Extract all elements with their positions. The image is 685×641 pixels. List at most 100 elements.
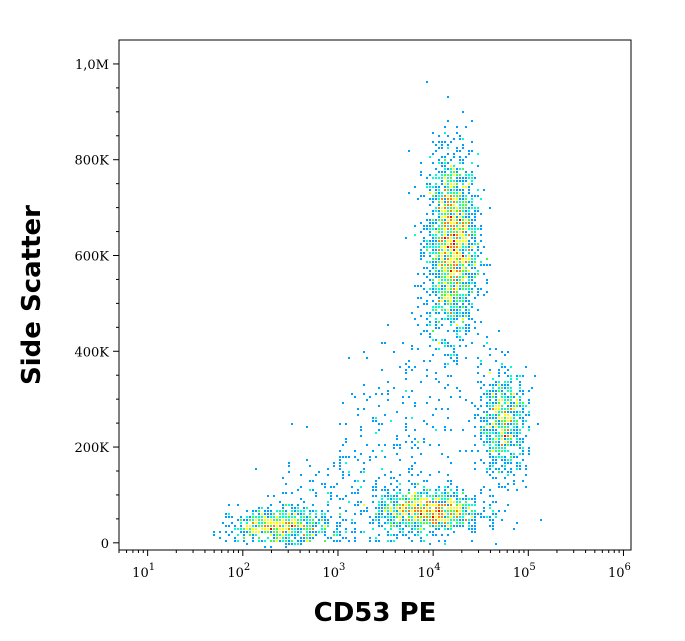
event-dot — [324, 519, 326, 521]
event-dot — [489, 432, 491, 434]
event-dot — [408, 396, 410, 398]
event-dot — [465, 186, 467, 188]
event-dot — [450, 234, 452, 236]
event-dot — [450, 249, 452, 251]
event-dot — [438, 297, 440, 299]
event-dot — [273, 522, 275, 524]
event-dot — [297, 522, 299, 524]
event-dot — [438, 279, 440, 281]
event-dot — [441, 453, 443, 455]
event-dot — [399, 522, 401, 524]
event-dot — [438, 243, 440, 245]
event-dot — [516, 393, 518, 395]
event-dot — [321, 516, 323, 518]
event-dot — [489, 519, 491, 521]
event-dot — [483, 411, 485, 413]
event-dot — [504, 372, 506, 374]
event-dot — [312, 519, 314, 521]
event-dot — [432, 195, 434, 197]
event-dot — [480, 264, 482, 266]
event-dot — [468, 279, 470, 281]
event-dot — [297, 540, 299, 542]
event-dot — [264, 531, 266, 533]
event-dot — [444, 504, 446, 506]
event-dot — [456, 498, 458, 500]
event-dot — [507, 429, 509, 431]
event-dot — [408, 435, 410, 437]
event-dot — [288, 513, 290, 515]
event-dot — [471, 174, 473, 176]
event-dot — [489, 264, 491, 266]
event-dot — [450, 177, 452, 179]
event-dot — [303, 519, 305, 521]
event-dot — [282, 504, 284, 506]
event-dot — [498, 384, 500, 386]
event-dot — [441, 162, 443, 164]
event-dot — [258, 531, 260, 533]
event-dot — [444, 516, 446, 518]
event-dot — [435, 276, 437, 278]
event-dot — [447, 522, 449, 524]
event-dot — [468, 174, 470, 176]
event-dot — [522, 375, 524, 377]
event-dot — [453, 288, 455, 290]
event-dot — [498, 486, 500, 488]
event-dot — [276, 540, 278, 542]
event-dot — [231, 516, 233, 518]
event-dot — [444, 519, 446, 521]
event-dot — [456, 495, 458, 497]
event-dot — [453, 345, 455, 347]
event-dot — [408, 498, 410, 500]
event-dot — [426, 243, 428, 245]
event-dot — [387, 495, 389, 497]
event-dot — [459, 174, 461, 176]
event-dot — [288, 516, 290, 518]
event-dot — [342, 471, 344, 473]
event-dot — [270, 528, 272, 530]
event-dot — [429, 240, 431, 242]
event-dot — [417, 198, 419, 200]
event-dot — [471, 255, 473, 257]
x-tick-label: 101 — [132, 562, 155, 581]
event-dot — [333, 534, 335, 536]
event-dot — [495, 468, 497, 470]
event-dot — [267, 525, 269, 527]
event-dot — [345, 462, 347, 464]
event-dot — [489, 372, 491, 374]
event-dot — [456, 303, 458, 305]
event-dot — [339, 498, 341, 500]
event-dot — [522, 411, 524, 413]
event-dot — [396, 492, 398, 494]
event-dot — [516, 438, 518, 440]
event-dot — [465, 276, 467, 278]
event-dot — [441, 243, 443, 245]
event-dot — [438, 513, 440, 515]
event-dot — [456, 354, 458, 356]
event-dot — [342, 456, 344, 458]
event-dot — [450, 345, 452, 347]
event-dot — [462, 339, 464, 341]
event-dot — [462, 255, 464, 257]
event-dot — [462, 147, 464, 149]
event-dot — [438, 501, 440, 503]
event-dot — [450, 489, 452, 491]
event-dot — [393, 513, 395, 515]
event-dot — [522, 426, 524, 428]
event-dot — [462, 285, 464, 287]
event-dot — [486, 411, 488, 413]
event-dot — [405, 429, 407, 431]
event-dot — [333, 531, 335, 533]
event-dot — [489, 405, 491, 407]
event-dot — [498, 387, 500, 389]
event-dot — [453, 315, 455, 317]
event-dot — [420, 513, 422, 515]
event-dot — [411, 519, 413, 521]
event-dot — [459, 213, 461, 215]
event-dot — [480, 252, 482, 254]
event-dot — [498, 375, 500, 377]
event-dot — [309, 534, 311, 536]
event-dot — [474, 219, 476, 221]
event-dot — [462, 282, 464, 284]
event-dot — [495, 414, 497, 416]
event-dot — [369, 537, 371, 539]
